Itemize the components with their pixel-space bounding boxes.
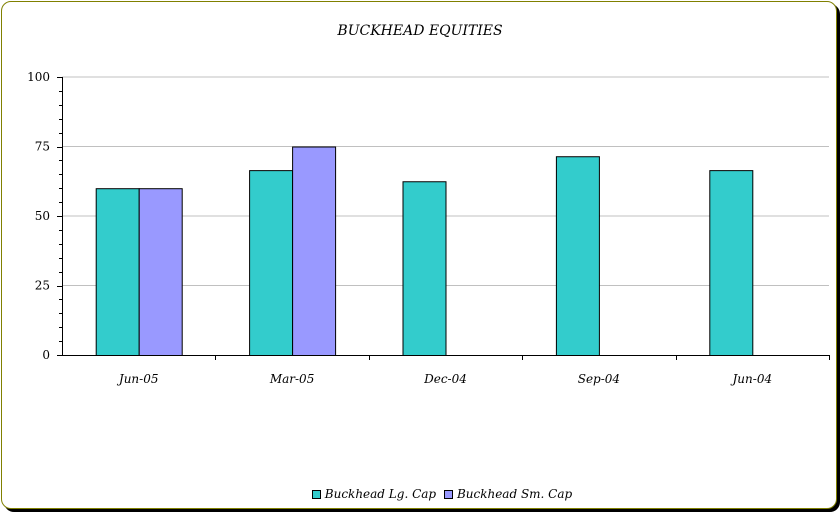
bar-lg-cap — [249, 170, 294, 356]
x-tick-label: Dec-04 — [423, 372, 467, 386]
chart-title: BUCKHEAD EQUITIES — [337, 23, 503, 39]
bar-sm-cap — [138, 188, 183, 356]
y-tick-label: 100 — [27, 70, 50, 84]
bar-sm-cap — [292, 146, 337, 356]
bar-lg-cap — [709, 170, 754, 356]
x-tick-label: Mar-05 — [269, 372, 315, 386]
bar-lg-cap — [95, 188, 140, 356]
legend-item-lg-cap: Buckhead Lg. Cap — [311, 487, 437, 501]
x-tick-label: Sep-04 — [578, 372, 620, 386]
x-tick-label: Jun-05 — [116, 372, 159, 386]
bar-lg-cap — [555, 156, 600, 356]
y-tick-label: 50 — [35, 209, 50, 223]
legend: Buckhead Lg. Cap Buckhead Sm. Cap — [0, 487, 840, 502]
y-tick-label: 75 — [35, 140, 50, 154]
legend-swatch-sm-cap — [443, 489, 453, 499]
legend-swatch-lg-cap — [311, 489, 321, 499]
y-tick-label: 0 — [42, 348, 50, 362]
x-tick-label: Jun-04 — [730, 372, 773, 386]
y-tick-label: 25 — [35, 279, 50, 293]
legend-item-sm-cap: Buckhead Sm. Cap — [443, 487, 573, 501]
legend-label-sm-cap: Buckhead Sm. Cap — [456, 487, 573, 501]
bar-lg-cap — [402, 181, 447, 356]
legend-label-lg-cap: Buckhead Lg. Cap — [324, 487, 437, 501]
